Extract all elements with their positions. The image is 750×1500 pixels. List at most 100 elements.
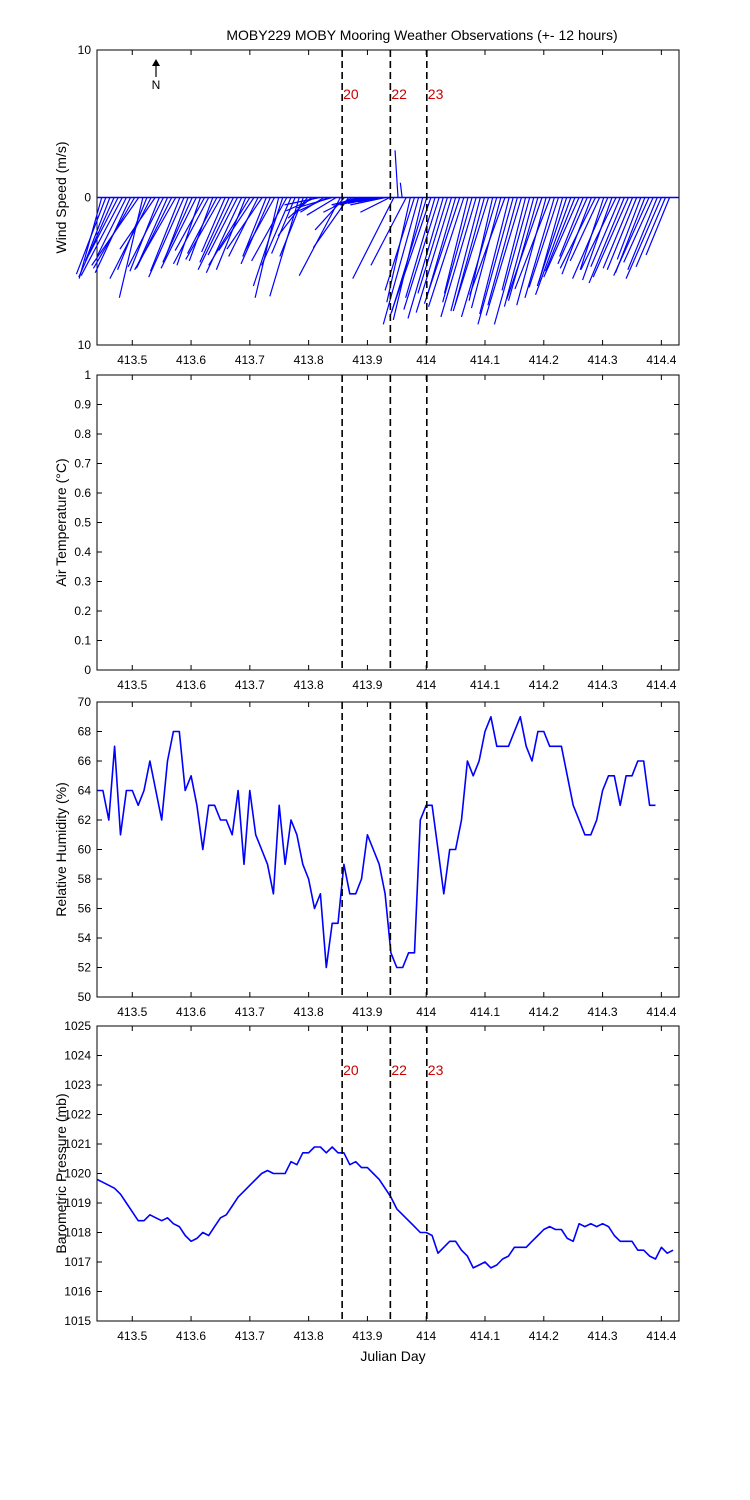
wind-stick — [389, 197, 432, 318]
wind-stick — [96, 197, 127, 257]
y-tick-label: 0.7 — [74, 457, 91, 471]
wind-stick — [592, 197, 629, 278]
y-tick-label: 68 — [78, 725, 92, 739]
wind-stick — [254, 197, 280, 298]
x-tick-label: 413.8 — [294, 1329, 324, 1343]
wind-stick — [405, 197, 436, 298]
wind-stick — [559, 197, 597, 269]
event-marker-label: 23 — [428, 1062, 444, 1078]
x-tick-label: 414.3 — [588, 678, 618, 692]
wind-stick — [442, 197, 473, 303]
wind-stick — [298, 197, 341, 276]
wind-stick — [450, 197, 481, 312]
event-marker-label: 22 — [391, 86, 407, 102]
wind-stick — [306, 196, 337, 216]
wind-stick — [208, 197, 251, 266]
x-tick-label: 413.9 — [352, 353, 382, 367]
wind-stick — [251, 197, 288, 262]
y-tick-label: 1 — [84, 368, 91, 382]
x-tick-label: 414.1 — [470, 1005, 500, 1019]
x-tick-label: 413.6 — [176, 1329, 206, 1343]
wind-stick — [613, 197, 650, 276]
y-tick-label: 54 — [78, 931, 92, 945]
wind-stick — [271, 197, 296, 254]
event-marker-label: 20 — [343, 86, 359, 102]
chart-panel-0: 413.5 413.6 413.7 413.8 413.9 414 414.1 414.2 41… — [53, 43, 680, 367]
x-tick-label: 413.7 — [235, 1005, 265, 1019]
x-tick-label: 413.9 — [352, 678, 382, 692]
wind-stick — [188, 197, 214, 262]
y-tick-label: 1021 — [64, 1137, 91, 1151]
x-tick-label: 414.2 — [529, 353, 559, 367]
x-tick-label: 414.2 — [529, 1329, 559, 1343]
wind-stick — [582, 197, 613, 281]
y-tick-label: 52 — [78, 961, 92, 975]
wind-stick — [623, 197, 654, 263]
wind-stick — [185, 197, 222, 260]
x-tick-label: 413.7 — [235, 1329, 265, 1343]
wind-stick — [454, 197, 485, 306]
y-tick-label: 0.3 — [74, 575, 91, 589]
wind-stick — [507, 197, 539, 301]
wind-stick — [479, 197, 510, 315]
y-tick-label: 66 — [78, 754, 92, 768]
wind-stick — [226, 197, 263, 250]
wind-stick — [84, 197, 111, 262]
wind-stick — [469, 197, 506, 296]
wind-stick — [127, 197, 164, 268]
x-tick-label: 414.1 — [470, 353, 500, 367]
wind-stick — [78, 197, 115, 278]
wind-stick — [602, 197, 634, 269]
wind-stick — [452, 197, 490, 312]
wind-stick — [493, 197, 531, 325]
plot-frame — [96, 701, 680, 998]
wind-stick — [506, 197, 543, 300]
wind-stick — [349, 196, 374, 203]
wind-stick — [360, 196, 391, 213]
x-tick-label: 414.1 — [470, 678, 500, 692]
chart-panel-2: 413.5 413.6 413.7 413.8 413.9 414 414.1 414.2 41… — [53, 695, 680, 1019]
wind-stick — [543, 197, 580, 278]
wind-stick — [80, 197, 123, 276]
wind-stick — [616, 197, 642, 260]
x-axis-label: Julian Day — [360, 1348, 425, 1364]
wind-stick — [75, 197, 107, 275]
north-label: N — [152, 78, 161, 92]
x-tick-label: 413.8 — [294, 678, 324, 692]
north-arrow-head — [152, 59, 160, 66]
wind-stick — [407, 197, 444, 319]
y-tick-label: 58 — [78, 872, 92, 886]
x-tick-label: 414.3 — [588, 1005, 618, 1019]
wind-stick — [477, 197, 514, 325]
event-marker-label: 20 — [343, 1062, 359, 1078]
y-tick-label: 1022 — [64, 1108, 91, 1122]
wind-stick — [557, 197, 588, 265]
wind-stick — [460, 197, 498, 318]
y-axis-label: Relative Humidity (%) — [53, 782, 69, 917]
x-tick-label: 413.5 — [117, 678, 147, 692]
x-tick-label: 414.4 — [646, 678, 676, 692]
wind-stick — [569, 197, 601, 262]
wind-stick — [606, 197, 638, 271]
wind-stick — [199, 197, 230, 263]
wind-stick — [350, 196, 386, 206]
wind-stick — [91, 197, 140, 266]
chart-panels: 413.5 413.6 413.7 413.8 413.9 414 414.1 414.2 41… — [53, 43, 680, 1343]
wind-stick — [160, 197, 197, 269]
x-tick-label: 414.4 — [646, 1005, 676, 1019]
x-tick-label: 414.4 — [646, 1329, 676, 1343]
y-tick-label: 1016 — [64, 1285, 91, 1299]
event-marker-label: 22 — [391, 1062, 407, 1078]
wind-stick — [244, 197, 276, 251]
wind-stick — [534, 197, 572, 296]
wind-stick — [625, 197, 662, 279]
wind-stick — [403, 197, 440, 310]
wind-stick — [536, 197, 568, 287]
y-tick-label: 56 — [78, 902, 92, 916]
y-tick-label: 50 — [78, 990, 92, 1004]
plot-frame — [96, 1025, 680, 1322]
x-tick-label: 414 — [416, 1005, 436, 1019]
wind-stick — [572, 197, 609, 279]
y-tick-label: 1020 — [64, 1167, 91, 1181]
